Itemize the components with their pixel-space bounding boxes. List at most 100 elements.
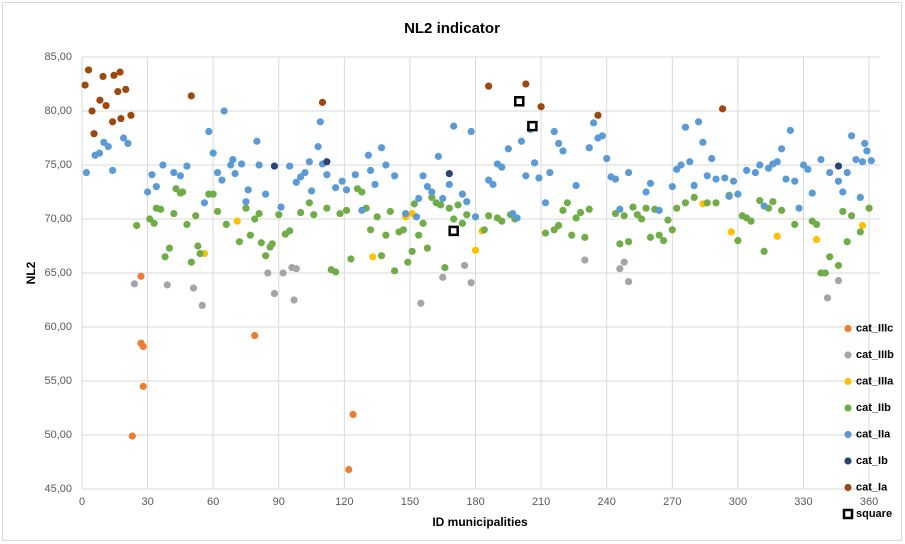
data-point bbox=[616, 240, 624, 248]
data-point bbox=[834, 276, 843, 285]
data-point bbox=[213, 168, 222, 177]
data-point bbox=[316, 118, 324, 126]
data-point bbox=[82, 168, 90, 177]
data-point bbox=[415, 231, 423, 239]
data-point bbox=[858, 158, 867, 166]
data-point bbox=[834, 177, 843, 185]
data-point bbox=[332, 268, 340, 276]
data-point bbox=[581, 233, 589, 241]
data-point bbox=[751, 168, 759, 177]
data-point bbox=[119, 134, 128, 142]
data-point bbox=[222, 220, 230, 228]
data-point bbox=[823, 294, 832, 302]
legend-label: cat_IIa bbox=[856, 428, 891, 440]
data-point bbox=[342, 206, 351, 214]
data-point bbox=[419, 172, 427, 180]
data-point bbox=[292, 265, 300, 273]
data-point bbox=[351, 171, 359, 179]
data-point bbox=[703, 199, 711, 207]
x-tick-label: 300 bbox=[729, 496, 747, 508]
data-point bbox=[109, 166, 117, 174]
data-point bbox=[417, 299, 425, 307]
data-point bbox=[450, 215, 458, 223]
data-point bbox=[345, 465, 353, 474]
data-point bbox=[338, 177, 346, 185]
data-point bbox=[563, 199, 571, 207]
data-point bbox=[467, 127, 475, 136]
data-point bbox=[364, 151, 373, 159]
data-point bbox=[391, 172, 399, 180]
data-point bbox=[196, 249, 204, 258]
data-point bbox=[373, 213, 381, 221]
data-point bbox=[764, 164, 773, 172]
data-point bbox=[305, 199, 313, 207]
data-point bbox=[861, 139, 869, 147]
y-tick-label: 65,00 bbox=[44, 267, 72, 279]
data-point bbox=[581, 256, 589, 264]
data-point bbox=[157, 205, 165, 213]
data-point bbox=[546, 168, 554, 177]
data-point bbox=[297, 173, 305, 181]
data-point bbox=[668, 183, 676, 191]
data-point bbox=[213, 207, 222, 216]
data-point bbox=[620, 258, 628, 266]
data-point bbox=[839, 188, 847, 196]
data-point bbox=[192, 212, 200, 220]
data-point bbox=[178, 188, 187, 196]
data-point bbox=[323, 158, 331, 166]
data-point bbox=[843, 238, 851, 246]
legend-marker bbox=[842, 508, 854, 520]
y-tick-label: 70,00 bbox=[44, 213, 72, 225]
data-point bbox=[209, 190, 217, 198]
data-point bbox=[498, 217, 506, 225]
data-point bbox=[756, 161, 764, 169]
data-point bbox=[804, 165, 812, 173]
data-point bbox=[847, 132, 856, 140]
data-point bbox=[436, 201, 445, 209]
data-point bbox=[522, 172, 530, 180]
data-point bbox=[791, 177, 799, 185]
data-point bbox=[791, 220, 799, 228]
data-point bbox=[712, 175, 720, 183]
legend-marker bbox=[844, 430, 852, 439]
data-point bbox=[725, 192, 733, 200]
data-point bbox=[286, 162, 294, 170]
data-point bbox=[747, 217, 755, 225]
data-point bbox=[323, 204, 331, 212]
data-point bbox=[773, 232, 781, 240]
data-point bbox=[616, 205, 624, 213]
data-point bbox=[458, 219, 467, 227]
data-point bbox=[559, 147, 567, 155]
data-point bbox=[253, 137, 261, 145]
data-point bbox=[99, 72, 107, 81]
data-point bbox=[708, 154, 716, 163]
x-tick-label: 90 bbox=[273, 496, 285, 508]
data-point bbox=[292, 178, 300, 186]
data-point bbox=[176, 172, 184, 180]
data-point bbox=[323, 171, 331, 179]
data-point bbox=[133, 221, 141, 230]
data-point bbox=[555, 221, 563, 230]
data-point bbox=[301, 168, 309, 177]
x-tick-label: 60 bbox=[207, 496, 219, 508]
data-point bbox=[677, 161, 685, 169]
data-point bbox=[227, 161, 235, 169]
x-tick-label: 120 bbox=[335, 496, 353, 508]
data-point bbox=[847, 212, 856, 220]
data-point bbox=[366, 226, 375, 234]
data-point bbox=[148, 171, 156, 179]
y-tick-label: 80,00 bbox=[44, 105, 72, 117]
data-point bbox=[109, 118, 117, 126]
data-point bbox=[664, 216, 672, 224]
data-point bbox=[242, 204, 250, 212]
data-point bbox=[297, 208, 305, 217]
legend-label: cat_IIIa bbox=[856, 375, 894, 387]
data-point bbox=[159, 161, 167, 169]
data-point bbox=[620, 212, 628, 220]
data-point bbox=[110, 71, 118, 79]
data-point bbox=[603, 154, 611, 163]
data-point bbox=[235, 238, 244, 246]
legend-marker bbox=[844, 324, 852, 333]
data-point bbox=[262, 252, 270, 260]
data-point bbox=[130, 280, 139, 288]
